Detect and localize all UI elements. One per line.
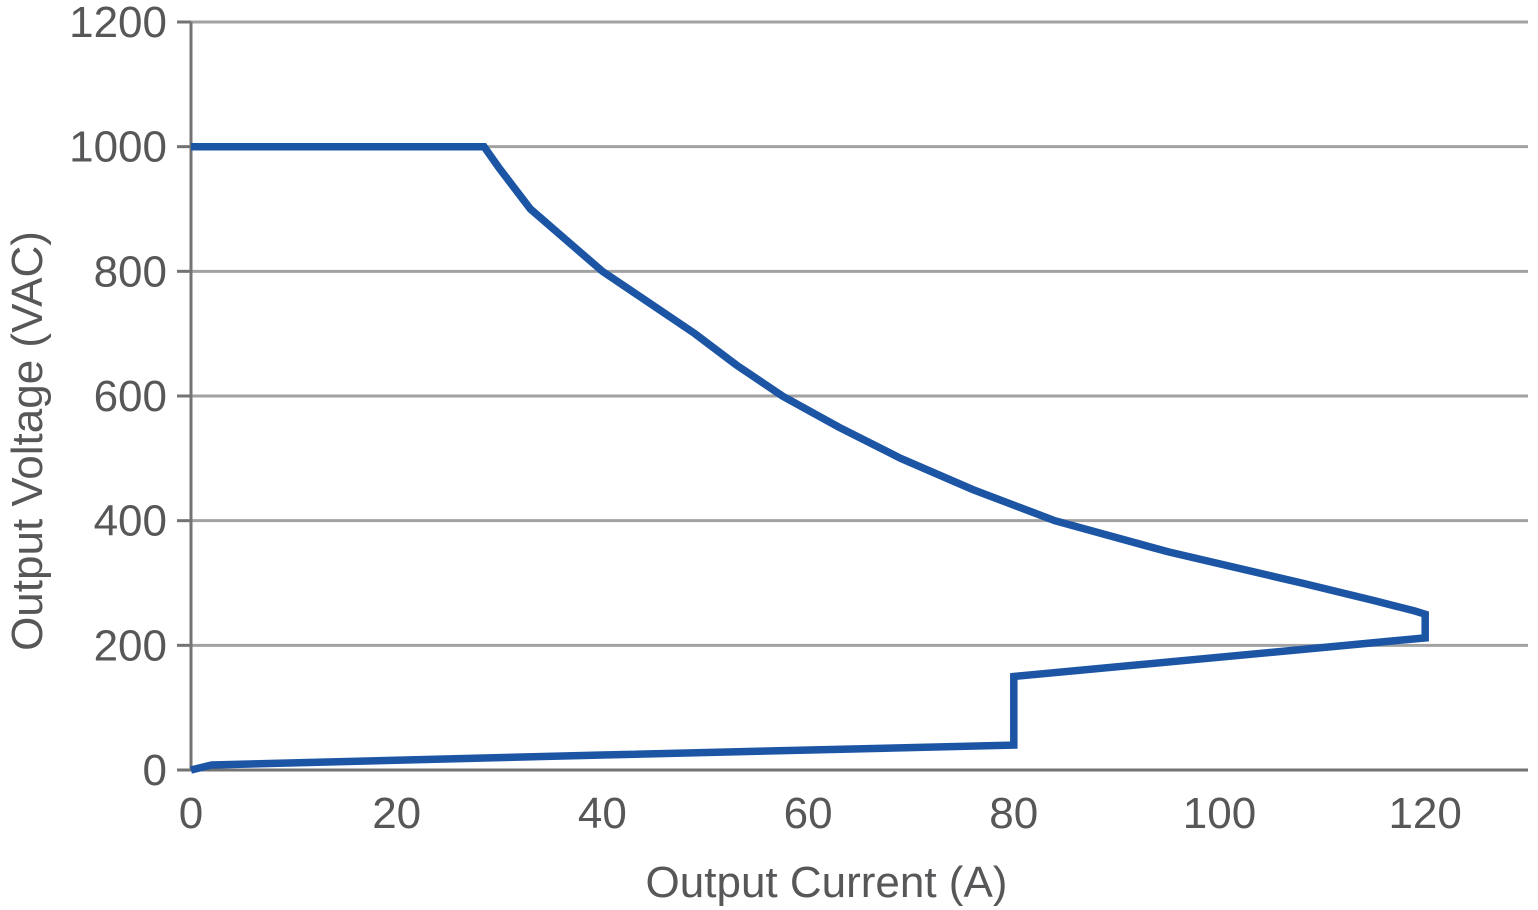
x-tick-label: 0 (179, 789, 203, 838)
y-tick-label: 200 (94, 621, 167, 670)
y-axis-title: Output Voltage (VAC) (3, 231, 52, 651)
curve-output-voltage-vs-current-envelope (190, 142, 1429, 774)
y-tick-label: 0 (143, 746, 167, 795)
y-tick-label: 1000 (69, 123, 167, 172)
x-tick-label: 60 (784, 789, 833, 838)
x-tick-label: 20 (372, 789, 421, 838)
y-tick-label: 600 (94, 372, 167, 421)
x-tick-label: 40 (578, 789, 627, 838)
x-tick-label: 80 (989, 789, 1038, 838)
data-series (190, 142, 1429, 774)
x-axis-title: Output Current (A) (646, 858, 1008, 907)
tick-labels: 0 200 400 600 800 1000 1200 0 20 40 60 80 100 120 (69, 0, 1462, 838)
y-tick-label: 1200 (69, 0, 167, 47)
gridlines (191, 20, 1528, 772)
y-tick-label: 400 (94, 497, 167, 546)
x-tick-label: 120 (1388, 789, 1461, 838)
x-tick-label: 100 (1183, 789, 1256, 838)
y-tick-label: 800 (94, 247, 167, 296)
